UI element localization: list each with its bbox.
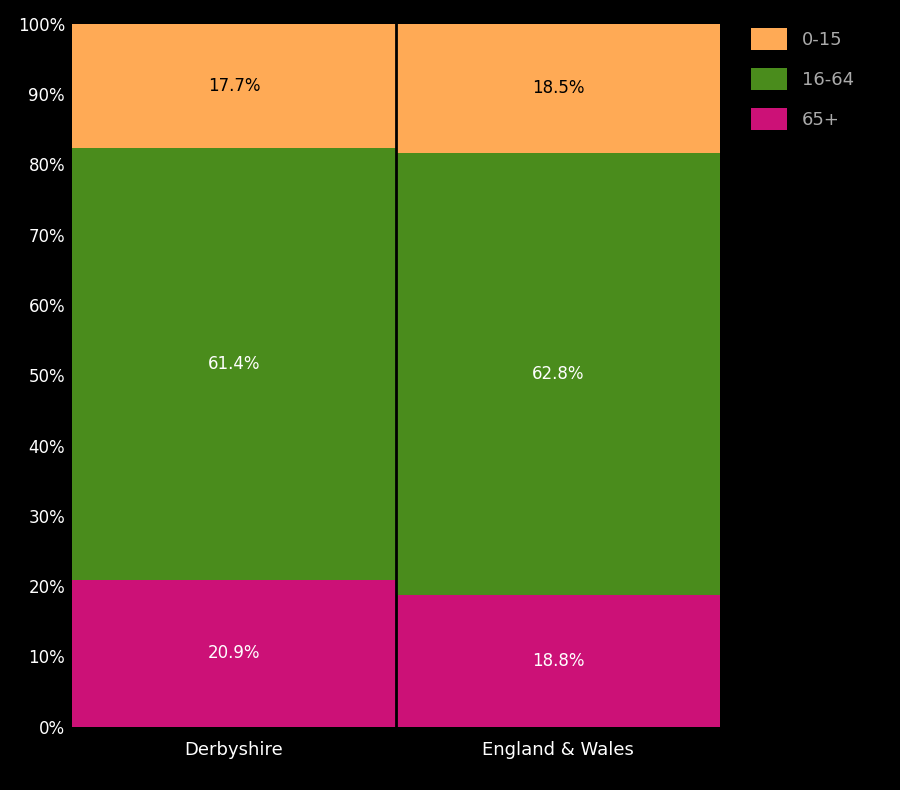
Bar xyxy=(72,24,396,149)
Text: 20.9%: 20.9% xyxy=(208,645,260,662)
Bar xyxy=(72,149,396,580)
Text: 18.5%: 18.5% xyxy=(532,79,584,97)
Text: 18.8%: 18.8% xyxy=(532,652,584,670)
Bar xyxy=(396,153,720,595)
Text: 62.8%: 62.8% xyxy=(532,365,584,383)
Text: 17.7%: 17.7% xyxy=(208,77,260,95)
Bar xyxy=(396,23,720,153)
Legend: 0-15, 16-64, 65+: 0-15, 16-64, 65+ xyxy=(742,19,863,139)
Text: 61.4%: 61.4% xyxy=(208,355,260,373)
Bar xyxy=(72,580,396,727)
Bar xyxy=(396,595,720,727)
